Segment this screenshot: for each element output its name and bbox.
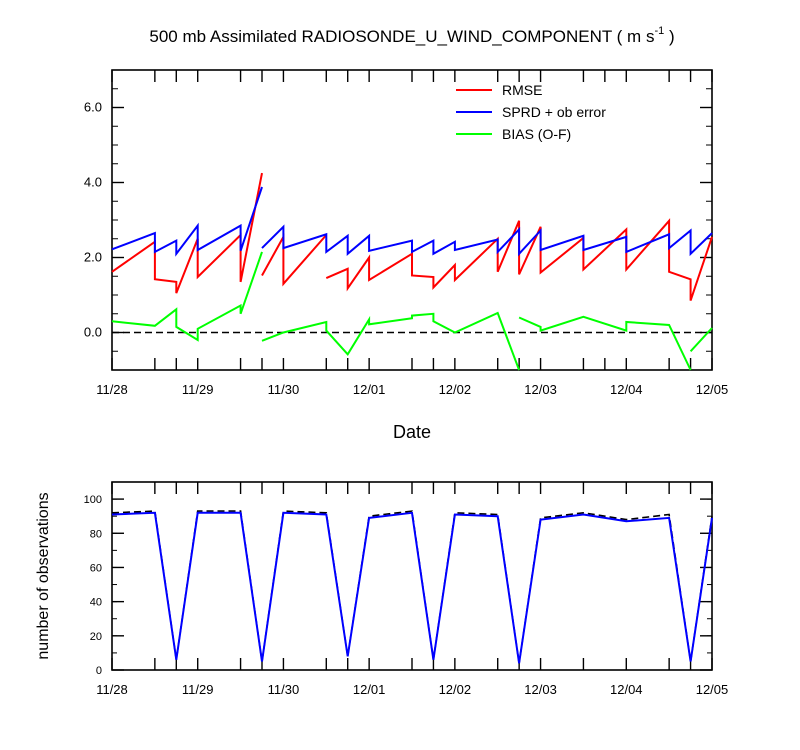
legend-item: RMSE — [456, 82, 542, 98]
bottom-y-tick-label: 40 — [90, 597, 102, 609]
legend-item: SPRD + ob error — [456, 104, 606, 120]
figure-title-end: ) — [664, 27, 674, 46]
top-y-tick-label: 4.0 — [84, 175, 102, 190]
observation-count-panel: 0 20 40 60 80 100 11/28 11/29 11/30 12/01 12/02 12/… — [35, 481, 729, 697]
series-line-segment — [261, 233, 328, 287]
legend-item: BIAS (O-F) — [456, 126, 571, 142]
top-x-tick-label: 12/05 — [696, 382, 729, 397]
top-plot-frame — [111, 69, 713, 371]
legend-label: RMSE — [502, 82, 542, 98]
legend-label: SPRD + ob error — [502, 104, 606, 120]
top-y-tick-label: 2.0 — [84, 250, 102, 265]
observations-used-line — [111, 511, 713, 664]
figure-title: 500 mb Assimilated RADIOSONDE_U_WIND_COM… — [149, 25, 674, 46]
top-x-tick-label: 12/01 — [353, 382, 386, 397]
series-line-segment — [111, 251, 263, 342]
bottom-x-tick-label: 11/28 — [96, 682, 128, 697]
figure-title-unit-exponent: -1 — [654, 25, 664, 37]
bottom-y-tick-label: 60 — [90, 562, 102, 574]
legend-label: BIAS (O-F) — [502, 126, 571, 142]
series-rmse — [111, 172, 713, 301]
top-y-tick-label: 6.0 — [84, 100, 102, 115]
bottom-x-tick-label: 12/01 — [353, 682, 386, 697]
bottom-x-tick-label: 12/03 — [524, 682, 557, 697]
bottom-x-tick-label: 12/02 — [439, 682, 472, 697]
series-sprd-ob-error — [111, 186, 713, 257]
bottom-x-tick-label: 12/04 — [610, 682, 643, 697]
top-y-tick-label: 0.0 — [84, 325, 102, 340]
bottom-x-tick-label: 11/29 — [182, 682, 214, 697]
top-x-tick-label: 12/04 — [610, 382, 643, 397]
bottom-x-tick-label: 12/05 — [696, 682, 729, 697]
error-statistics-panel: 0.0 2.0 4.0 6.0 11/28 11/29 11/30 12/01 12/02 12/… — [84, 69, 729, 442]
observations-possible-line — [111, 510, 713, 664]
series-line-segment — [111, 172, 263, 294]
top-x-tick-label: 12/02 — [439, 382, 472, 397]
series-line-segment — [261, 311, 521, 371]
series-line-segment — [325, 218, 713, 301]
top-x-tick-label: 11/28 — [96, 382, 128, 397]
series-bias-o-f — [111, 251, 713, 371]
figure-title-main: 500 mb Assimilated RADIOSONDE_U_WIND_COM… — [149, 27, 654, 46]
series-line-segment — [261, 224, 713, 257]
series-line-segment — [689, 327, 713, 352]
top-x-tick-label: 12/03 — [524, 382, 557, 397]
bottom-y-tick-label: 20 — [90, 631, 102, 643]
series-line-segment — [111, 186, 263, 257]
bottom-y-tick-label: 0 — [96, 665, 102, 677]
bottom-plot-frame — [111, 481, 713, 671]
legend: RMSE SPRD + ob error BIAS (O-F) — [456, 82, 606, 142]
y-axis-label: number of observations — [35, 492, 52, 659]
top-x-tick-label: 11/30 — [268, 382, 300, 397]
top-x-tick-label: 11/29 — [182, 382, 214, 397]
x-axis-label: Date — [393, 422, 431, 442]
bottom-y-tick-label: 80 — [90, 528, 102, 540]
bottom-y-tick-label: 100 — [84, 494, 102, 506]
series-line-segment — [518, 315, 692, 371]
bottom-x-tick-label: 11/30 — [268, 682, 300, 697]
